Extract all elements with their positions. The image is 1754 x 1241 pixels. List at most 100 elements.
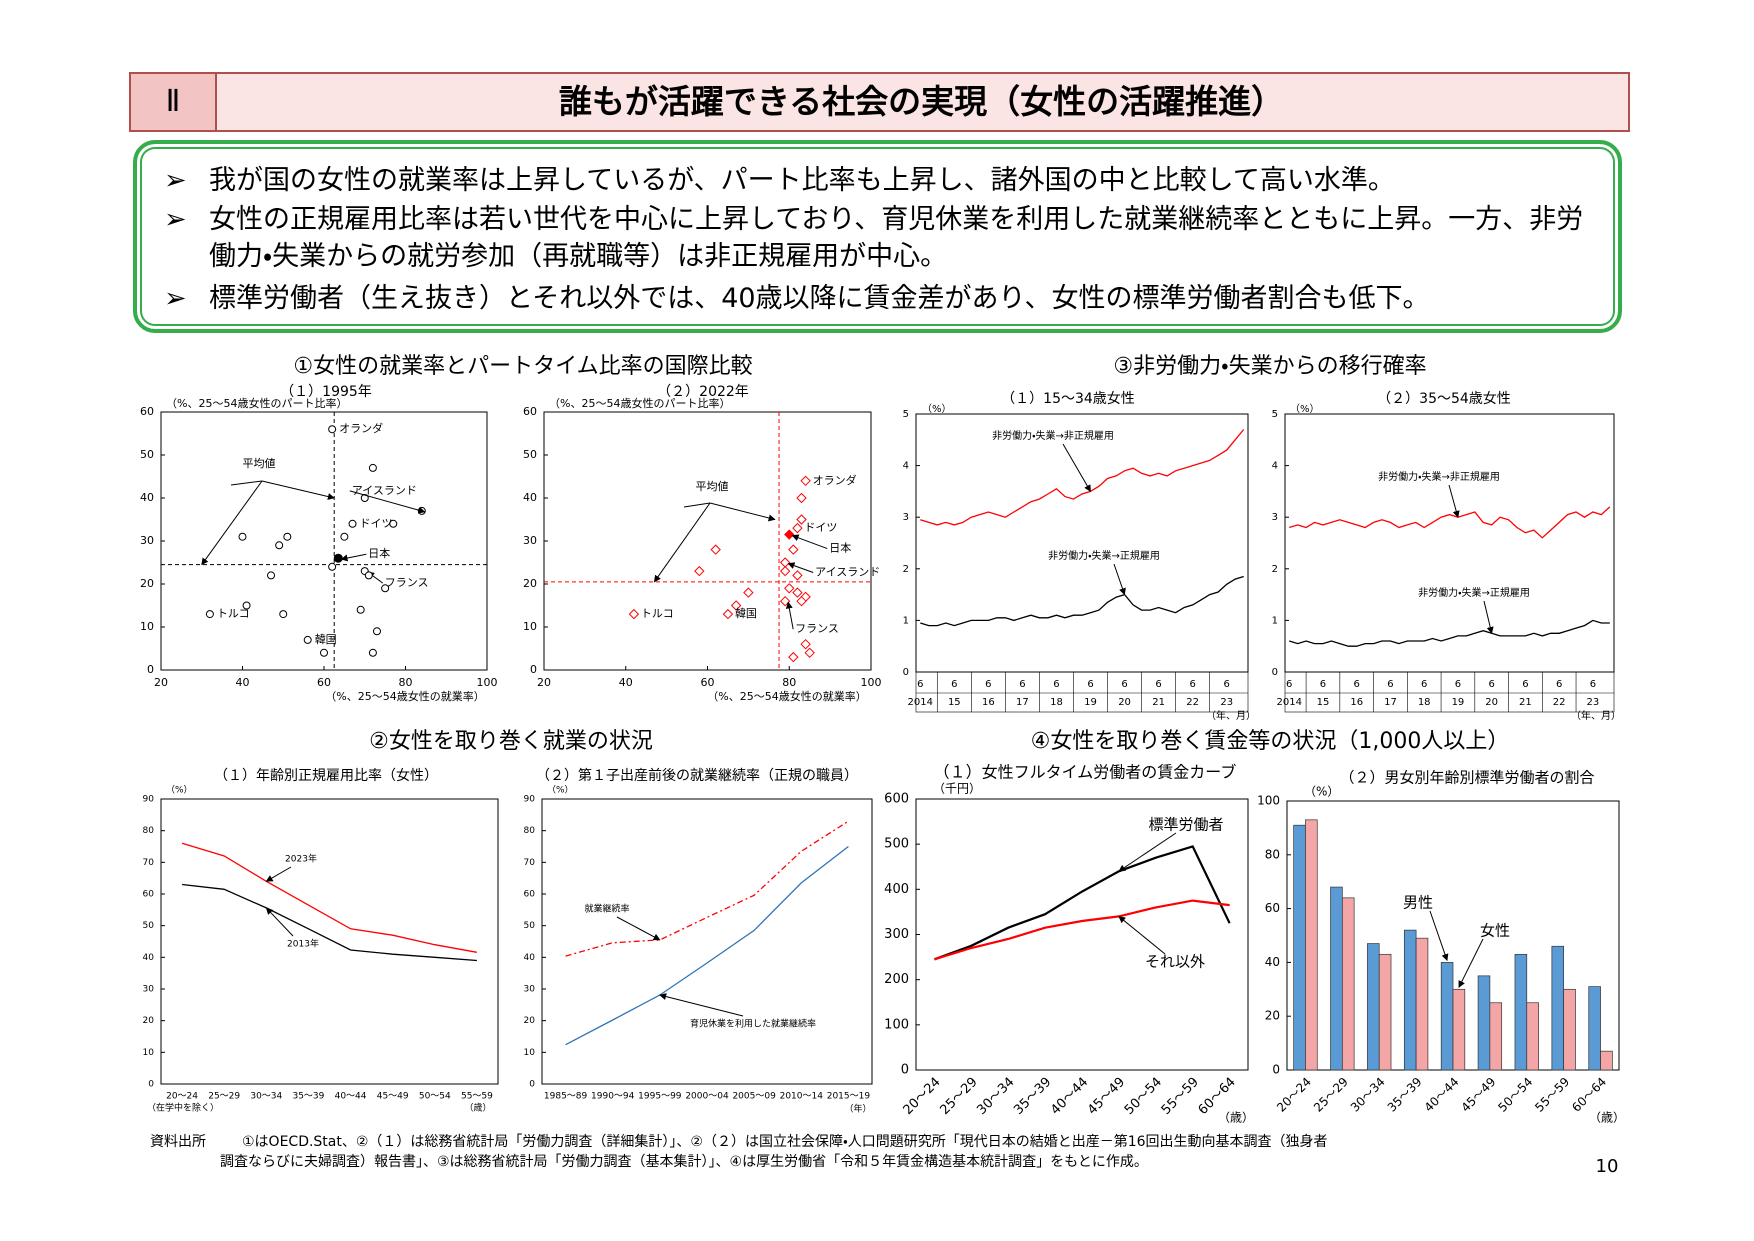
x-tick-year: 18 <box>1418 697 1431 708</box>
y-tick-label: 60 <box>1265 901 1280 915</box>
y-tick-label: 70 <box>143 858 155 868</box>
y-tick-label: 10 <box>524 1048 536 1058</box>
x-tick-label: 55～59 <box>1159 1075 1202 1118</box>
x-tick-year: 16 <box>1350 697 1363 708</box>
scatter-point <box>328 425 337 434</box>
x-tick-label: 6 <box>917 679 923 690</box>
y-tick-label: 10 <box>523 620 537 633</box>
x-tick-label: 6 <box>1087 679 1093 690</box>
annotation-arrow <box>659 993 744 1017</box>
annotation-line <box>230 480 263 486</box>
scatter-point <box>722 608 734 620</box>
x-tick-label: 2015～19 <box>827 1092 871 1102</box>
x-tick-label: 80 <box>399 676 413 689</box>
scatter-point <box>710 544 721 555</box>
section-title: ①女性の就業率とパートタイム比率の国際比較 <box>293 354 752 379</box>
annotation-arrow <box>787 562 814 573</box>
scatter-point <box>360 494 369 502</box>
y-tick-label: 0 <box>147 663 154 676</box>
y-axis-label: （%） <box>166 785 193 796</box>
scatter-point <box>242 601 251 610</box>
y-tick-label: 20 <box>524 1016 536 1026</box>
x-tick-label: 30～34 <box>1348 1075 1388 1115</box>
y-tick-label: 400 <box>884 882 909 897</box>
y-tick-label: 10 <box>143 1048 155 1058</box>
y-tick-label: 40 <box>140 491 154 504</box>
annotation-arrow <box>1118 915 1166 955</box>
x-tick-year: 17 <box>1016 697 1029 708</box>
y-tick-label: 4 <box>1272 461 1278 472</box>
scatter-point <box>792 587 803 598</box>
series-line <box>1289 619 1610 647</box>
x-tick-label: 40 <box>236 676 250 689</box>
bullet-marker: ➢ <box>164 165 187 196</box>
point-label: フランス <box>795 622 839 635</box>
scatter-point <box>792 570 803 581</box>
x-tick-label: 25～29 <box>1311 1075 1351 1115</box>
annotation-arrow <box>340 553 367 562</box>
y-tick-label: 0 <box>903 667 909 678</box>
average-label: 平均値 <box>243 456 276 470</box>
annotation-arrow <box>1429 910 1449 962</box>
series-label: 男性 <box>1403 894 1433 912</box>
x-tick-year: 15 <box>1317 697 1330 708</box>
source-text: ①はOECD.Stat、②（１）は総務省統計局「労働力調査（詳細集計）」、②（２… <box>242 1134 1328 1150</box>
x-tick-label: 30～34 <box>974 1075 1017 1118</box>
point-label: フランス <box>385 576 429 589</box>
y-tick-label: 30 <box>523 534 537 547</box>
series-line <box>1289 506 1611 539</box>
y-tick-label: 20 <box>140 577 154 590</box>
x-tick-label: 60 <box>701 676 715 689</box>
y-axis-label: （%） <box>922 403 952 415</box>
section-number: Ⅱ <box>131 74 217 130</box>
point-label: 日本 <box>368 546 390 560</box>
y-tick-label: 40 <box>1265 955 1280 969</box>
summary-box <box>133 140 1622 333</box>
annotation-line <box>683 502 711 508</box>
plot-area <box>160 411 488 671</box>
y-tick-label: 0 <box>901 1063 909 1078</box>
y-tick-label: 50 <box>140 448 154 461</box>
y-tick-label: 80 <box>1265 847 1280 861</box>
annotation-arrow <box>616 916 661 941</box>
annotation-arrow <box>261 480 335 500</box>
plot-area <box>915 413 1249 673</box>
annotation-arrow <box>1483 600 1494 634</box>
x-tick-label: 60 <box>317 676 331 689</box>
source-line: 調査ならびに夫婦調査）報告書」、③は総務省統計局「労働力調査（基本集計）」、④は… <box>220 1154 1148 1170</box>
y-axis-label: （%、25～54歳女性のパート比率） <box>166 396 347 410</box>
scatter-point <box>320 648 328 657</box>
series-label: 標準労働者 <box>1148 816 1223 834</box>
x-tick-year: 23 <box>1587 697 1600 708</box>
section-title: ③非労働力・失業からの移行確率 <box>1113 354 1426 379</box>
series-label: 2023年 <box>285 853 317 865</box>
y-tick-label: 60 <box>524 890 536 900</box>
annotation-arrow <box>201 480 263 566</box>
x-tick-label: 45～49 <box>1459 1075 1499 1115</box>
bar <box>1367 943 1380 1071</box>
y-tick-label: 50 <box>143 921 155 931</box>
chart-subtitle: （１）1995年 <box>280 384 372 400</box>
scatter-point <box>788 544 799 555</box>
x-tick-label: 20～24 <box>166 1092 198 1102</box>
x-tick-label: 55～59 <box>461 1092 493 1102</box>
y-tick-label: 0 <box>1272 1063 1280 1077</box>
x-tick-year: 21 <box>1519 697 1532 708</box>
header: Ⅱ 誰もが活躍できる社会の実現（女性の活躍推進） <box>129 72 1630 132</box>
bar <box>1305 819 1318 1071</box>
point-label: 韓国 <box>315 633 337 646</box>
y-tick-label: 50 <box>524 921 536 931</box>
y-tick-label: 100 <box>884 1017 909 1032</box>
y-tick-label: 40 <box>523 491 537 504</box>
x-tick-label: 6 <box>1019 679 1025 690</box>
bar <box>1477 975 1491 1071</box>
x-tick-label: 55～59 <box>1532 1075 1572 1115</box>
scatter-point <box>275 541 284 550</box>
point-label: 日本 <box>829 541 851 555</box>
annotation-arrow <box>1458 938 1484 988</box>
y-tick-label: 100 <box>1257 794 1280 808</box>
source-label: 資料出所 <box>150 1134 206 1150</box>
series-label: 非労働力・失業→非正規雇用 <box>1378 470 1500 483</box>
